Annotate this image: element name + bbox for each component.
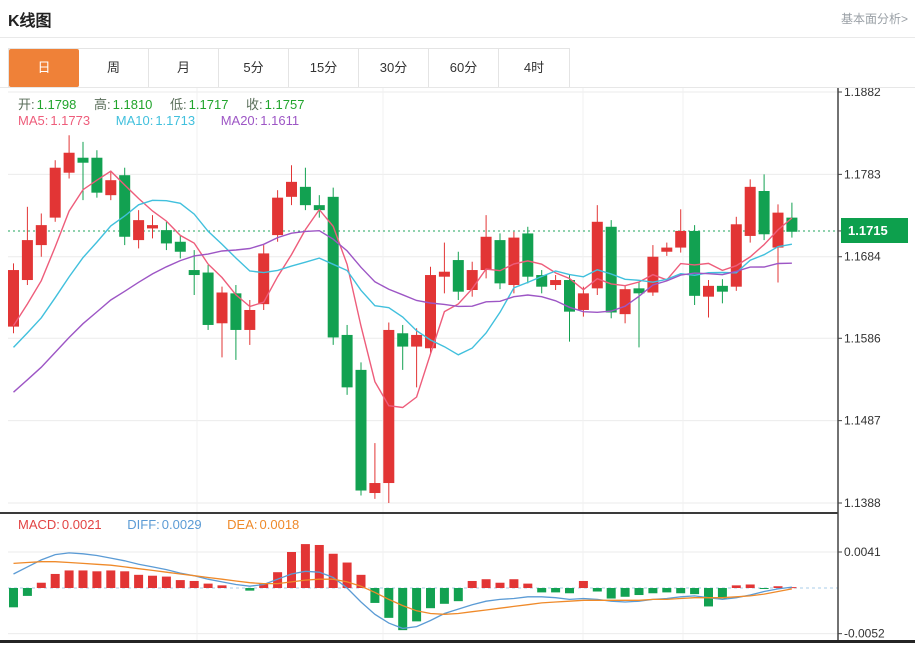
high-value: 1.1810 — [112, 97, 153, 112]
tab-4时[interactable]: 4时 — [523, 60, 545, 75]
ma5-value: 1.1773 — [50, 113, 91, 128]
ma-legend: MA5: 1.1773 MA10: 1.1713 MA20: 1.1611 — [18, 113, 321, 128]
ma5-line — [12, 170, 793, 409]
ma10-line — [12, 199, 793, 356]
ma20-value: 1.1611 — [260, 113, 300, 128]
high-label: 高: — [94, 97, 111, 112]
low-value: 1.1717 — [188, 97, 229, 112]
header-divider — [0, 37, 915, 38]
fundamental-analysis-link[interactable]: 基本面分析> — [840, 12, 908, 26]
tab-15分[interactable]: 15分 — [289, 49, 359, 87]
diff-value: 0.0029 — [161, 517, 202, 532]
candles — [8, 135, 798, 503]
tab-日[interactable]: 日 — [9, 49, 79, 87]
y-axis-label: 1.1882 — [844, 85, 881, 99]
y-axis-label: -0.0052 — [844, 627, 885, 641]
current-price-tag: 1.1715 — [841, 218, 908, 243]
bottom-border — [0, 640, 915, 643]
dea-line — [13, 561, 793, 615]
macd-label: MACD: — [18, 517, 60, 532]
tab-周[interactable]: 周 — [79, 49, 149, 87]
close-label: 收: — [246, 97, 263, 112]
y-axis-label: 0.0041 — [844, 545, 881, 559]
diff-label: DIFF: — [127, 517, 160, 532]
price-gridlines — [8, 91, 838, 635]
y-axis-label: 1.1586 — [844, 331, 881, 345]
tab-60分[interactable]: 60分 — [429, 49, 499, 87]
low-label: 低: — [170, 97, 187, 112]
open-label: 开: — [18, 97, 35, 112]
ohlc-legend: 开: 1.1798 高: 1.1810 低: 1.1717 收: 1.1757 — [18, 94, 318, 113]
dea-label: DEA: — [227, 517, 258, 532]
tabs-divider — [0, 87, 915, 88]
ma10-label: MA10: — [115, 113, 154, 128]
dea-value: 0.0018 — [259, 517, 300, 532]
ma5-label: MA5: — [18, 113, 49, 128]
y-axis-label: 1.1783 — [844, 167, 881, 181]
close-value: 1.1757 — [264, 97, 305, 112]
macd-histogram — [9, 544, 797, 631]
y-axis: 1.1882 1.1783 1.1684 1.1586 1.1487 1.1388 0.00… — [837, 85, 885, 641]
y-axis-label: 1.1487 — [844, 414, 881, 428]
tab-30分[interactable]: 30分 — [359, 49, 429, 87]
ma10-value: 1.1713 — [155, 113, 196, 128]
y-axis-label: 1.1684 — [844, 250, 881, 264]
ma20-line — [13, 229, 792, 393]
y-axis-label: 1.1388 — [844, 496, 881, 510]
page-title: K线图 — [8, 13, 52, 30]
tab-月[interactable]: 月 — [149, 49, 219, 87]
period-tabs: 日周月 5分 15分 30分 60分 4时 — [8, 48, 570, 88]
open-value: 1.1798 — [36, 97, 77, 112]
macd-legend: MACD: 0.0021 DIFF: 0.0029 DEA: 0.0018 — [18, 517, 321, 532]
macd-value: 0.0021 — [61, 517, 102, 532]
ma20-label: MA20: — [220, 113, 259, 128]
time-gridlines — [196, 88, 684, 640]
tab-5分[interactable]: 5分 — [219, 49, 289, 87]
